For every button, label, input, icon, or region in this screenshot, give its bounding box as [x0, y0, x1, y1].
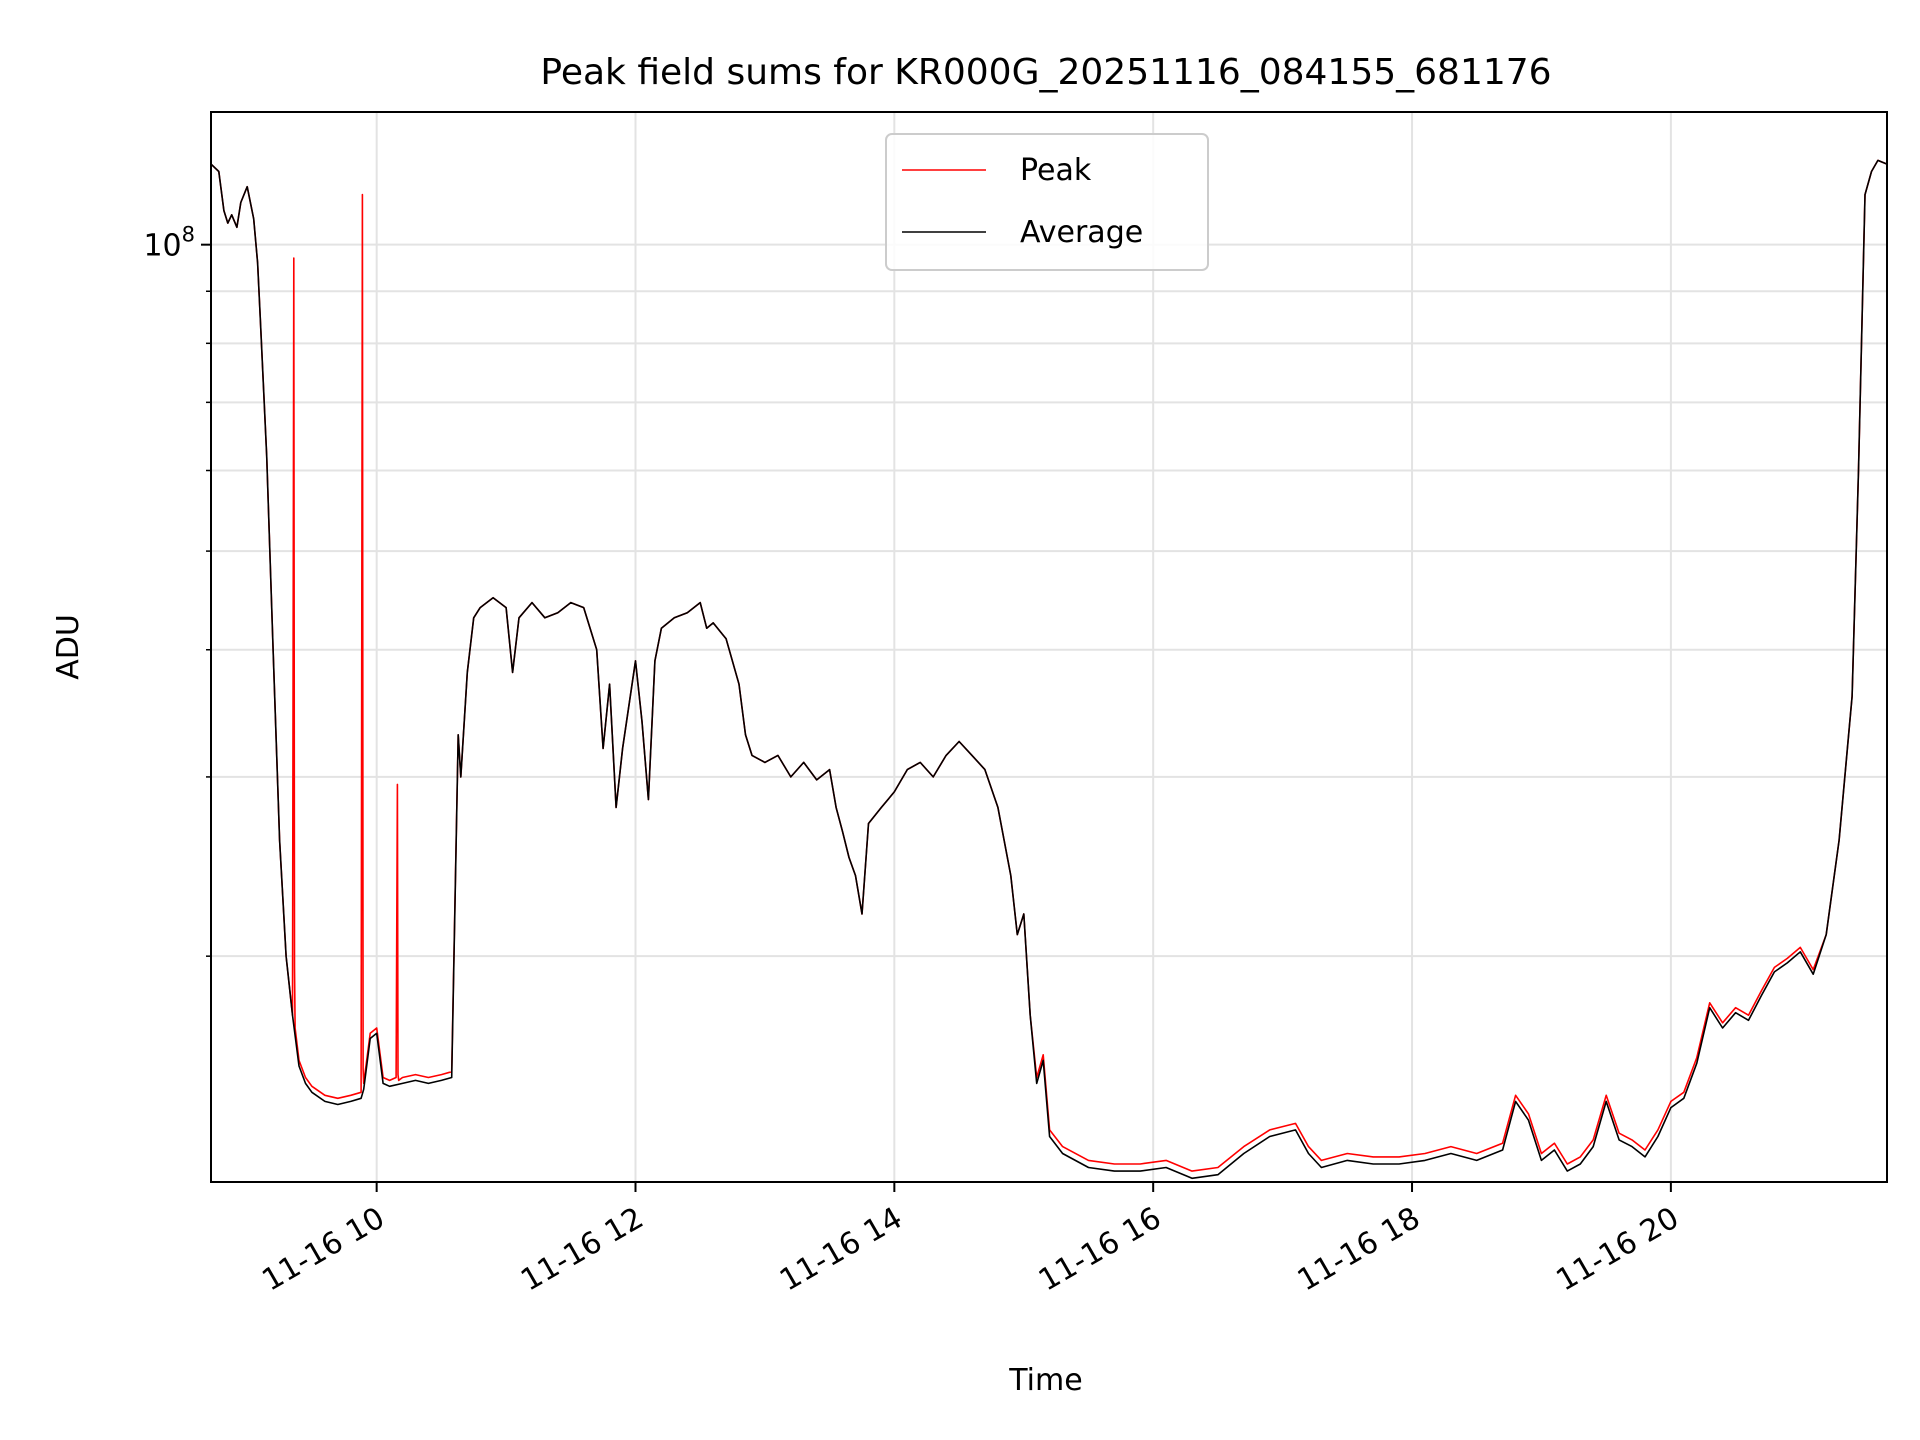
chart-title: Peak field sums for KR000G_20251116_0841…: [540, 52, 1551, 93]
series-layer: [210, 159, 1888, 1180]
y-tick-base: 10: [143, 229, 181, 264]
y-axis-ticks: 108: [143, 223, 211, 957]
legend-label-average: Average: [1020, 215, 1143, 250]
y-axis-label: ADU: [51, 614, 86, 680]
x-axis-label: Time: [1008, 1363, 1082, 1398]
y-tick-exponent: 8: [182, 223, 195, 247]
legend-label-peak: Peak: [1020, 153, 1092, 188]
y-tick-label: 108: [143, 223, 195, 264]
legend: Peak Average: [885, 133, 1209, 271]
series-line-average: [210, 159, 1888, 1180]
axes-frame: [210, 111, 1888, 1183]
legend-box: [885, 133, 1209, 271]
